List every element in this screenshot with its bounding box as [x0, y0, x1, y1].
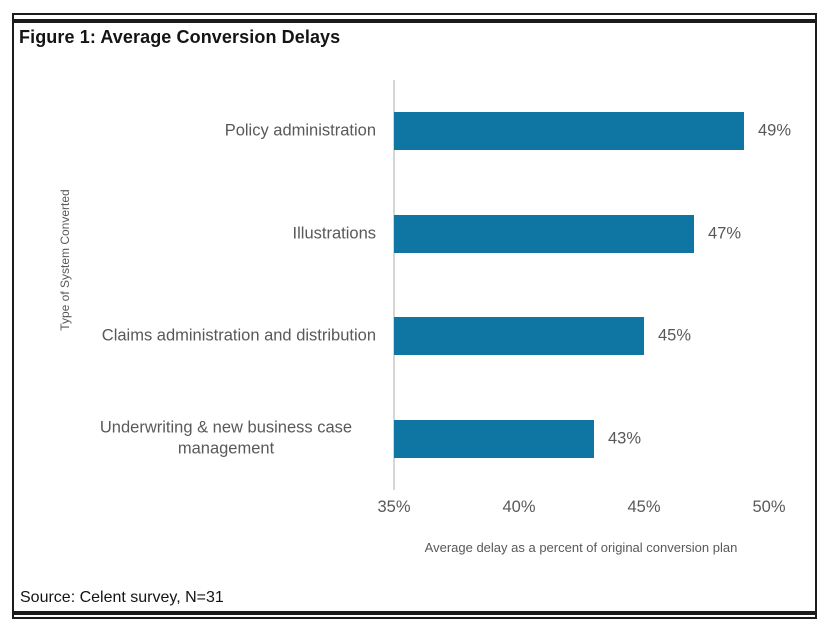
value-label: 45% — [658, 326, 692, 345]
bottom-rule — [14, 611, 815, 615]
source-note: Source: Celent survey, N=31 — [20, 589, 224, 606]
value-label: 49% — [758, 121, 792, 140]
x-tick-label: 45% — [627, 498, 661, 516]
category-label: Claims administration and distribution — [101, 326, 376, 345]
category-label: Policy administration — [224, 121, 376, 140]
y-axis-title: Type of System Converted — [58, 189, 72, 331]
bar-chart: Type of System Converted Policy administ… — [14, 15, 815, 617]
x-tick-label: 50% — [752, 498, 786, 516]
top-rule — [14, 19, 815, 23]
x-tick-label: 40% — [502, 498, 536, 516]
value-label: 43% — [608, 429, 642, 448]
category-label: Illustrations — [292, 224, 376, 243]
figure-title: Figure 1: Average Conversion Delays — [19, 27, 341, 47]
chart-bar — [394, 112, 744, 151]
chart-bar — [394, 419, 594, 458]
x-axis-title: Average delay as a percent of original c… — [424, 540, 738, 555]
value-label: 47% — [708, 224, 742, 243]
figure-frame-inner: Figure 1: Average Conversion Delays Type… — [14, 15, 815, 617]
x-tick-label: 35% — [377, 498, 411, 516]
y-axis-line — [393, 80, 395, 490]
chart-bar — [394, 214, 694, 253]
category-label: Underwriting & new business case managem… — [99, 418, 353, 458]
figure-frame: Figure 1: Average Conversion Delays Type… — [12, 13, 817, 619]
chart-bar — [394, 317, 644, 356]
